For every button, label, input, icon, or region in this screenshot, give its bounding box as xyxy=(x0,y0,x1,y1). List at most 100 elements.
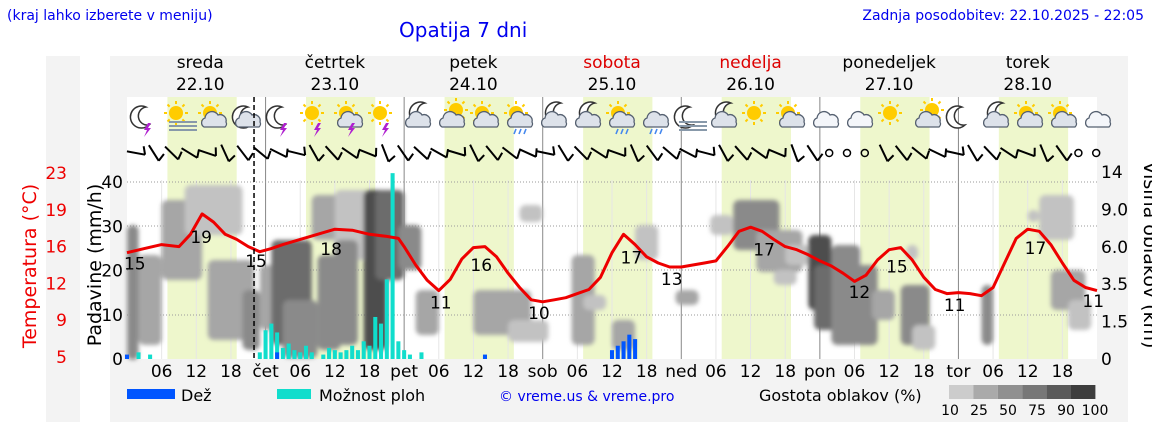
x-tick-label: 18 xyxy=(913,362,935,382)
day-date: 24.10 xyxy=(449,75,498,95)
cloud-patch xyxy=(415,290,439,335)
wind-barb xyxy=(1017,147,1036,158)
x-tick-label: sob xyxy=(528,362,558,382)
day-date: 22.10 xyxy=(176,75,225,95)
x-tick-label: ned xyxy=(665,362,697,382)
sun-icon xyxy=(742,101,766,125)
rain-bar xyxy=(627,334,632,359)
sun-cloud-icon xyxy=(470,101,500,128)
temperature-value-label: 13 xyxy=(661,270,683,290)
cloud-patch xyxy=(127,225,139,360)
shower-chance-bar xyxy=(263,330,268,359)
temperature-tick-label: 19 xyxy=(45,201,67,221)
day-name: četrtek xyxy=(305,53,366,73)
temperature-value-label: 11 xyxy=(1082,292,1104,312)
sun-cloud-rain-icon xyxy=(504,101,534,135)
wind-barb xyxy=(662,146,681,160)
cloud-patch xyxy=(912,325,936,350)
cloud-patch xyxy=(242,290,260,350)
wind-barb xyxy=(413,146,432,160)
cloud-sun-icon xyxy=(438,98,468,128)
update-time: Zadnja posodobitev: 22.10.2025 - 22:05 xyxy=(862,8,1144,24)
x-tick-label: pon xyxy=(804,362,836,382)
temperature-value-label: 15 xyxy=(886,258,908,278)
day-name: torek xyxy=(1006,53,1050,73)
wind-barb xyxy=(607,147,627,158)
cloud-layer xyxy=(127,185,1092,360)
wind-barb xyxy=(894,145,913,161)
shower-chance-bar xyxy=(390,173,395,359)
wind-barb xyxy=(164,145,183,161)
wind-barb xyxy=(148,144,165,162)
cloud-legend-title: Gostota oblakov (%) xyxy=(759,386,922,405)
x-tick-label: 12 xyxy=(185,362,207,382)
calm-wind-mark xyxy=(824,148,834,158)
shower-chance-bar xyxy=(384,279,389,359)
shower-legend-label: Možnost ploh xyxy=(319,386,425,405)
wind-barb xyxy=(911,146,931,160)
wind-barb xyxy=(198,147,217,157)
temperature-tick-label: 16 xyxy=(45,238,67,258)
wind-barb xyxy=(734,145,753,161)
x-tick-label: 06 xyxy=(151,362,173,382)
wind-barb xyxy=(1055,144,1073,162)
moon-lightning-icon xyxy=(265,105,288,137)
cloud-height-tick-label: 14 xyxy=(1101,163,1123,183)
rain-bar xyxy=(633,339,638,359)
temperature-tick-label: 23 xyxy=(45,164,67,184)
cloud-patch xyxy=(334,240,358,345)
cloud-height-tick-label: 6.0 xyxy=(1101,238,1128,258)
left-axis-panel xyxy=(46,56,80,422)
cloud-patch xyxy=(675,290,699,305)
moon-lightning-icon xyxy=(129,105,152,137)
rain-bar xyxy=(621,341,626,359)
cloud-patch xyxy=(1068,300,1092,330)
sun-cloud-lightning-icon xyxy=(334,101,364,137)
temperature-axis-label: Temperatura (°C) xyxy=(19,184,41,349)
region-note[interactable]: (kraj lahko izberete v meniju) xyxy=(7,8,213,24)
wind-barb xyxy=(358,147,378,158)
precipitation-tick-label: 40 xyxy=(101,173,123,193)
cloud-legend-swatch xyxy=(997,385,1023,399)
x-tick-label: tor xyxy=(946,362,970,382)
wind-barb xyxy=(645,144,664,162)
wind-barb xyxy=(696,146,716,157)
x-tick-label: 12 xyxy=(324,362,346,382)
cloud-density-legend: 10 25 50 75 90 100 xyxy=(941,385,1108,419)
cloud-icon xyxy=(846,110,874,128)
rain-bar xyxy=(609,350,615,359)
shower-chance-bar xyxy=(379,323,384,359)
day-date: 23.10 xyxy=(311,75,360,95)
temperature-value-label: 11 xyxy=(944,296,966,316)
wind-barb xyxy=(126,146,147,156)
cloud-patch xyxy=(184,185,243,235)
cloud-height-tick-label: 3.5 xyxy=(1101,275,1128,295)
temperature-tick-label: 5 xyxy=(56,348,67,368)
x-tick-label: 12 xyxy=(740,362,762,382)
cloud-sun-icon xyxy=(914,98,944,128)
sun-cloud-icon xyxy=(1048,101,1078,128)
shower-chance-bar xyxy=(298,352,303,359)
wind-barb xyxy=(308,144,325,162)
cloud-legend-level: 10 xyxy=(941,403,959,419)
x-tick-label: 06 xyxy=(428,362,450,382)
moon-fog-icon xyxy=(673,105,707,131)
cloud-moon-icon xyxy=(540,101,568,128)
wind-barb xyxy=(287,146,307,157)
wind-barb xyxy=(945,146,965,156)
rain-legend-label: Dež xyxy=(181,386,212,405)
wind-barb xyxy=(790,144,805,163)
cloud-patch xyxy=(138,255,162,345)
day-name: petek xyxy=(449,53,497,73)
wind-barb xyxy=(220,144,236,163)
x-tick-label: čet xyxy=(252,362,279,382)
page-title: Opatija 7 dni xyxy=(399,18,528,42)
cloud-rain-icon xyxy=(642,110,670,135)
credit-link[interactable]: © vreme.us & vreme.pro xyxy=(499,389,674,405)
cloud-patch xyxy=(519,205,543,222)
cloud-patch xyxy=(583,295,607,310)
sun-lightning-icon xyxy=(368,101,392,137)
cloud-patch xyxy=(571,255,595,345)
shower-chance-bar xyxy=(148,354,153,359)
